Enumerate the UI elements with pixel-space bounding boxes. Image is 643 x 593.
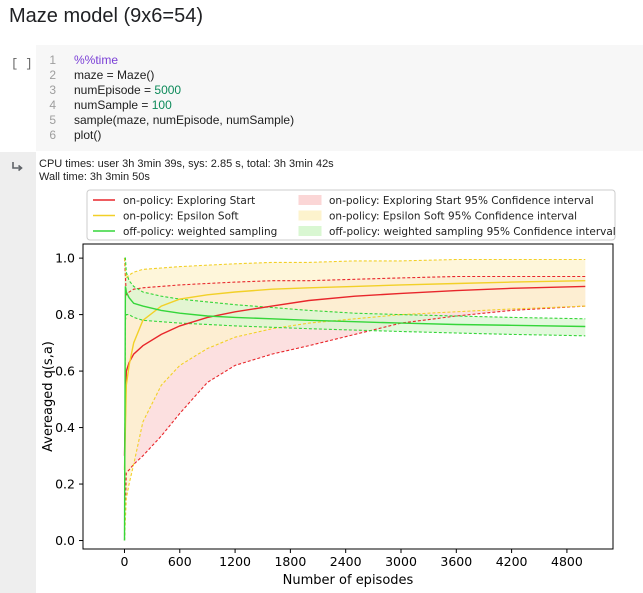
x-tick-label: 1200 (219, 554, 251, 569)
confidence-bound-line (123, 258, 586, 280)
legend-swatch-band (298, 210, 322, 221)
code-line: 2 maze = Maze() (36, 68, 636, 83)
code-number: 100 (151, 98, 172, 112)
code-text: sample(maze, numEpisode, numSample) (74, 113, 295, 127)
line-number: 3 (49, 83, 56, 97)
code-cell[interactable]: [ ] 1 %%time 2 maze = Maze() 3 numEpisod… (0, 45, 643, 151)
output-gutter (0, 152, 36, 593)
legend-box (86, 189, 616, 241)
line-number: 5 (49, 113, 56, 127)
y-tick-label: 0.0 (55, 533, 75, 548)
code-text: plot() (74, 128, 102, 142)
x-tick-label: 3000 (385, 554, 417, 569)
y-axis-label: Avereaged q(s,a) (41, 341, 56, 452)
line-number: 4 (49, 98, 56, 112)
code-line: 5 sample(maze, numEpisode, numSample) (36, 113, 636, 128)
code-text: %%time (74, 53, 119, 67)
y-tick-label: 0.8 (55, 307, 75, 322)
y-tick-label: 0.4 (55, 420, 75, 435)
code-assign: numSample = (74, 98, 152, 112)
confidence-band (124, 258, 586, 541)
legend-label: off-policy: weighted sampling 95% Confid… (329, 226, 616, 238)
confidence-bound-line (123, 305, 586, 541)
code-line: 6 plot() (36, 128, 636, 143)
cell-gutter: [ ] (0, 45, 36, 151)
legend-label: on-policy: Epsilon Soft 95% Confidence i… (329, 211, 577, 223)
code-text: numSample = 100 (74, 98, 172, 113)
confidence-bound-line (123, 305, 586, 541)
x-tick-label: 3600 (440, 554, 472, 569)
line-number: 1 (49, 53, 56, 67)
run-cell-button[interactable]: [ ] (11, 57, 33, 71)
legend-label: off-policy: weighted sampling (123, 226, 277, 238)
line-number: 2 (49, 68, 56, 82)
x-tick-label: 2400 (330, 554, 362, 569)
legend-label: on-policy: Exploring Start (123, 195, 255, 207)
output-arrow-icon[interactable] (11, 160, 24, 176)
plot-frame (82, 243, 614, 550)
y-tick-label: 0.6 (55, 364, 75, 379)
series-line (123, 285, 586, 456)
y-tick-label: 0.2 (55, 477, 75, 492)
x-tick-label: 600 (168, 554, 192, 569)
stdout-line-wall: Wall time: 3h 3min 50s (39, 171, 150, 183)
code-assign: numEpisode = (74, 83, 155, 97)
section-heading: Maze model (9x6=54) (9, 5, 203, 27)
series-line (123, 286, 586, 541)
stdout-line-cpu: CPU times: user 3h 3min 39s, sys: 2.85 s… (39, 158, 334, 170)
stdout-text: CPU times: user 3h 3min 39s, sys: 2.85 s… (39, 158, 334, 184)
legend-label: on-policy: Epsilon Soft (123, 211, 239, 223)
confidence-band (124, 258, 586, 541)
convergence-chart: 0 600 1200 1800 2400 3000 3600 4200 4800 0.0 0.2 0.… (41, 189, 616, 588)
code-editor[interactable]: 1 %%time 2 maze = Maze() 3 numEpisode = … (36, 45, 643, 151)
legend-swatch-band (298, 195, 322, 205)
code-line: 3 numEpisode = 5000 (36, 83, 636, 98)
x-tick-label: 1800 (274, 554, 306, 569)
y-tick-label: 1.0 (55, 251, 75, 266)
confidence-bound-line (123, 314, 586, 541)
code-line: 1 %%time (36, 53, 636, 68)
code-text: maze = Maze() (74, 68, 155, 82)
line-number: 6 (49, 128, 56, 142)
x-axis-label: Number of episodes (283, 573, 414, 588)
confidence-bound-line (123, 258, 586, 297)
code-text: numEpisode = 5000 (74, 83, 181, 98)
x-tick-label: 4800 (551, 554, 583, 569)
code-line: 4 numSample = 100 (36, 98, 636, 113)
x-tick-label: 0 (121, 554, 129, 569)
series-line (123, 280, 586, 470)
code-number: 5000 (154, 83, 182, 97)
x-tick-label: 4200 (496, 554, 528, 569)
legend-label: on-policy: Exploring Start 95% Confidenc… (329, 195, 594, 207)
legend-swatch-band (298, 226, 322, 236)
confidence-bound-line (124, 257, 586, 320)
